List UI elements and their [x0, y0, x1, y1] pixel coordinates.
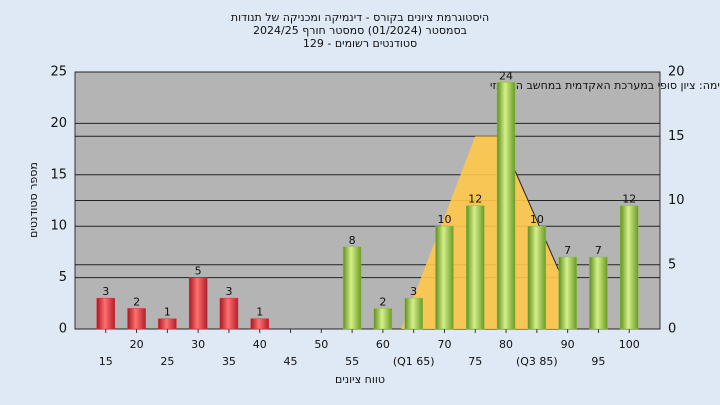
- x-tick-label: 45: [284, 355, 298, 368]
- y-tick-label: 10: [50, 219, 67, 234]
- bar: [96, 297, 116, 330]
- x-tick-label: 55: [345, 355, 359, 368]
- value-label: 3: [102, 285, 109, 298]
- chart-subtitle: סטודנטים רשומים - 129: [303, 37, 417, 50]
- bar: [219, 297, 239, 330]
- x-tick-label: 70: [437, 338, 451, 351]
- y-tick-label: 5: [59, 270, 67, 285]
- bar: [527, 225, 547, 330]
- y-tick-label: 0: [59, 322, 67, 337]
- bar: [496, 82, 516, 330]
- value-label: 2: [379, 295, 386, 308]
- bar: [558, 256, 577, 330]
- y2-tick-label: 15: [668, 129, 685, 144]
- bar: [466, 205, 485, 330]
- value-label: 8: [349, 234, 356, 247]
- x-tick-label: 95: [591, 355, 605, 368]
- y2-tick-label: 5: [668, 257, 676, 272]
- x-tick-label: (Q1 65): [393, 355, 435, 368]
- y-tick-label: 25: [50, 65, 67, 80]
- value-label: 1: [256, 306, 263, 319]
- x-tick-label: (Q3 85): [516, 355, 558, 368]
- y2-tick-label: 20: [668, 65, 685, 80]
- value-label: 24: [499, 69, 513, 82]
- x-tick-label: 100: [619, 338, 640, 351]
- x-tick-label: 35: [222, 355, 236, 368]
- value-label: 3: [225, 285, 232, 298]
- x-tick-label: 75: [468, 355, 482, 368]
- value-label: 3: [410, 285, 417, 298]
- x-tick-label: 15: [99, 355, 113, 368]
- bar: [250, 318, 269, 330]
- x-tick-label: 60: [376, 338, 390, 351]
- chart-title: היסטוגרמת ציונים בקורס - דינמיקה ומכניקה…: [231, 11, 489, 24]
- x-tick-label: 40: [253, 338, 267, 351]
- value-label: 2: [133, 295, 140, 308]
- bar: [342, 246, 362, 330]
- value-label: 5: [195, 265, 202, 278]
- value-label: 12: [468, 193, 482, 206]
- bar: [127, 308, 146, 330]
- value-label: 7: [595, 244, 602, 257]
- y2-tick-label: 0: [668, 322, 676, 337]
- y-axis-label: מספר סטודנטים: [27, 162, 40, 238]
- x-tick-label: 90: [561, 338, 575, 351]
- bar: [158, 318, 177, 330]
- bar: [435, 225, 454, 330]
- bar: [188, 277, 208, 330]
- chart-subtitle: בסמסטר (01/2024) סמסטר חורף 2024/25: [253, 24, 467, 37]
- bar: [404, 297, 423, 330]
- y-tick-label: 20: [50, 116, 67, 131]
- x-tick-label: 20: [130, 338, 144, 351]
- x-tick-label: 50: [314, 338, 328, 351]
- annotation: במשימה: ציון סופי במערכת האקדמית במחשב ה…: [490, 79, 720, 92]
- x-tick-label: 30: [191, 338, 205, 351]
- x-tick-label: 25: [160, 355, 174, 368]
- value-label: 12: [622, 193, 636, 206]
- value-label: 10: [530, 213, 544, 226]
- value-label: 1: [164, 306, 171, 319]
- x-tick-label: 80: [499, 338, 513, 351]
- bar: [619, 205, 639, 330]
- value-label: 10: [437, 213, 451, 226]
- value-label: 7: [564, 244, 571, 257]
- x-axis-label: טווח ציונים: [335, 373, 385, 386]
- bar: [373, 308, 393, 330]
- y-tick-label: 15: [50, 167, 67, 182]
- bar: [589, 256, 608, 330]
- y2-tick-label: 10: [668, 193, 685, 208]
- plot-layer: 05101520250510152015202530354045505560(Q…: [50, 65, 720, 369]
